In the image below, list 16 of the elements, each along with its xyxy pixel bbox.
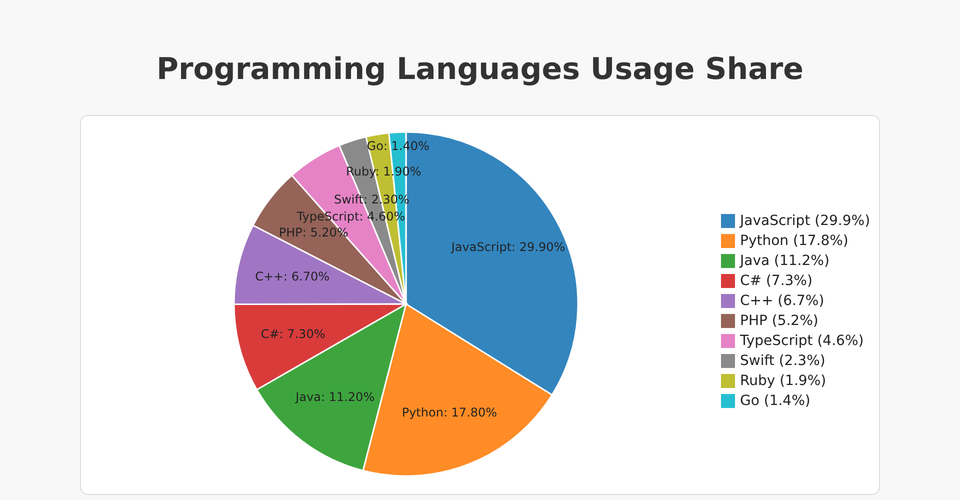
legend-label: C# (7.3%) (740, 272, 812, 291)
legend-label: Python (17.8%) (740, 232, 848, 251)
legend-label: Ruby (1.9%) (740, 372, 826, 391)
legend-label: Java (11.2%) (740, 252, 830, 271)
legend-label: Swift (2.3%) (740, 352, 826, 371)
data-label: JavaScript: 29.90% (450, 240, 566, 254)
data-label: Python: 17.80% (402, 406, 498, 420)
legend-label: JavaScript (29.9%) (740, 212, 870, 231)
legend-label: C++ (6.7%) (740, 292, 824, 311)
legend-label: PHP (5.2%) (740, 312, 818, 331)
data-label: C#: 7.30% (260, 327, 326, 342)
legend-label: TypeScript (4.6%) (740, 332, 864, 351)
chart-title: Programming Languages Usage Share (156, 51, 804, 89)
data-label: C++: 6.70% (255, 270, 330, 284)
legend-label: Go (1.4%) (740, 392, 810, 411)
data-label: Java: 11.20% (294, 390, 375, 404)
